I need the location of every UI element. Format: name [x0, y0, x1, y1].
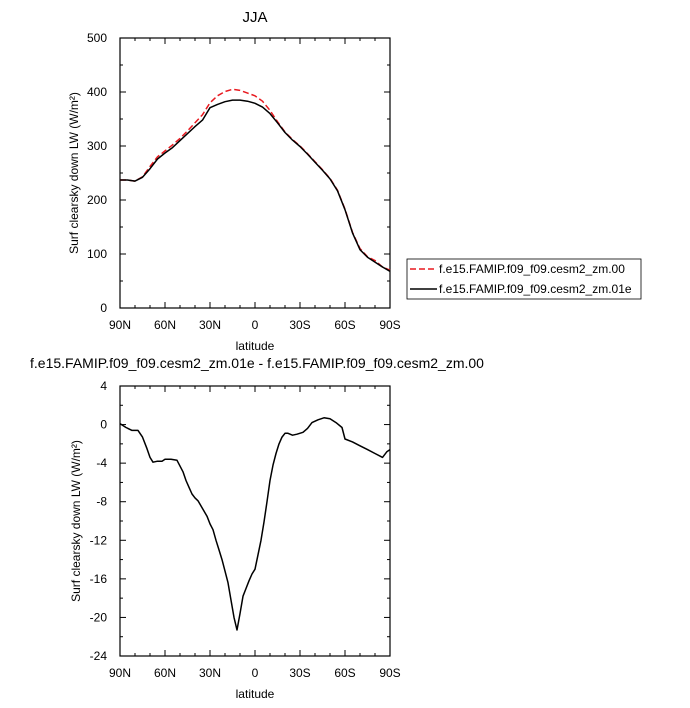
x-tick-label: 30S: [289, 666, 310, 680]
top-lines: [120, 88, 391, 272]
series-line-0: [120, 88, 391, 271]
y-tick-label: 500: [87, 31, 107, 45]
x-tick-label: 90S: [379, 666, 400, 680]
y-tick-label: -4: [96, 456, 107, 470]
top-ticks: 90N 60N 30N 0 30S 60S 90S 0 100 200 300 400 500: [87, 31, 401, 332]
y-tick-label: 0: [100, 301, 107, 315]
x-tick-label: 0: [252, 666, 259, 680]
bottom-plot-frame: [119, 385, 391, 657]
legend: f.e15.FAMIP.f09_f09.cesm2_zm.00 f.e15.FA…: [406, 258, 642, 300]
x-tick-label: 0: [252, 318, 259, 332]
top-chart-title: JJA: [242, 9, 267, 26]
y-tick-label: -24: [90, 649, 108, 663]
series-line-1: [120, 99, 391, 272]
x-tick-label: 30S: [289, 318, 310, 332]
x-tick-label: 90S: [379, 318, 400, 332]
x-tick-label: 60N: [154, 666, 176, 680]
bottom-chart: f.e15.FAMIP.f09_f09.cesm2_zm.01e - f.e15…: [30, 355, 484, 701]
y-tick-label: -16: [90, 572, 108, 586]
legend-box: [406, 258, 642, 300]
legend-label-series-0: f.e15.FAMIP.f09_f09.cesm2_zm.00: [439, 262, 625, 276]
series-line-0: [119, 417, 391, 631]
y-tick-label: 300: [87, 139, 107, 153]
y-tick-label: 100: [87, 247, 107, 261]
top-y-axis-label: Surf clearsky down LW (W/m²): [67, 92, 81, 254]
bottom-ticks: 90N 60N 30N 0 30S 60S 90S -24 -20 -16 -12 -8 -4 0 4: [90, 379, 401, 680]
x-tick-label: 60S: [334, 666, 355, 680]
y-tick-label: -12: [90, 533, 108, 547]
bottom-lines: [119, 417, 391, 631]
top-chart: JJA 90N 60N 30N 0 30S 60S 90S0100200300400500 …: [67, 9, 642, 353]
bottom-x-axis-label: latitude: [236, 687, 275, 701]
y-tick-label: 0: [100, 418, 107, 432]
x-tick-label: 60S: [334, 318, 355, 332]
legend-label-series-1: f.e15.FAMIP.f09_f09.cesm2_zm.01e: [439, 282, 632, 296]
x-tick-label: 90N: [109, 318, 131, 332]
bottom-y-axis-label: Surf clearsky down LW (W/m²): [69, 440, 83, 602]
y-tick-label: 4: [100, 379, 107, 393]
x-tick-label: 60N: [154, 318, 176, 332]
x-tick-label: 90N: [109, 666, 131, 680]
top-plot-frame: [119, 37, 391, 309]
y-tick-label: -20: [90, 610, 108, 624]
bottom-chart-title: f.e15.FAMIP.f09_f09.cesm2_zm.01e - f.e15…: [30, 355, 484, 371]
y-tick-label: 200: [87, 193, 107, 207]
top-x-axis-label: latitude: [236, 339, 275, 353]
x-tick-label: 30N: [199, 666, 221, 680]
y-tick-label: -8: [96, 495, 107, 509]
x-tick-label: 30N: [199, 318, 221, 332]
y-tick-label: 400: [87, 85, 107, 99]
